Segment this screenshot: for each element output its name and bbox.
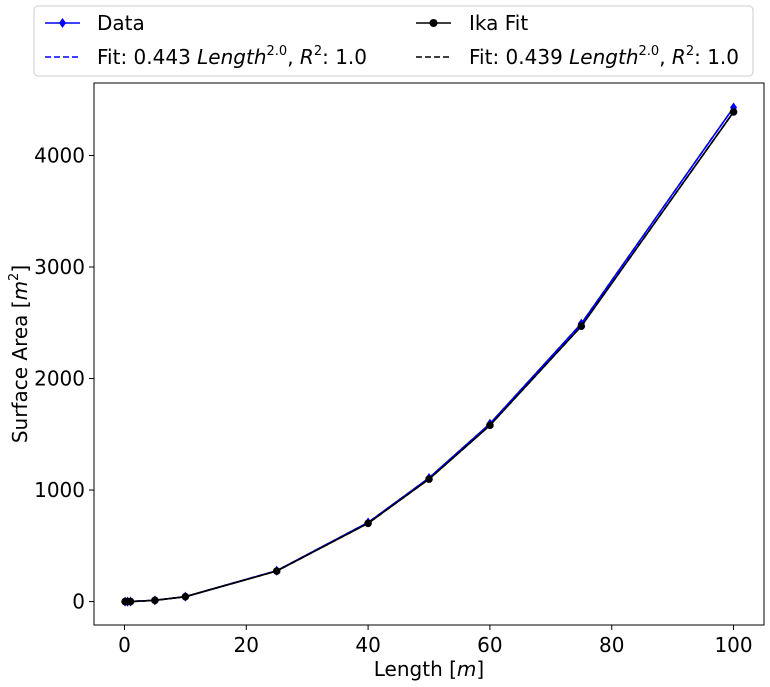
legend-ika-label: Ika Fit: [469, 11, 528, 35]
y-axis-ticks: 0 1000 2000 3000 4000: [34, 143, 94, 614]
x-tick-label: 80: [599, 633, 624, 657]
legend-data-marker: [59, 18, 66, 28]
x-tick-label: 40: [355, 633, 380, 657]
legend-ika-marker: [429, 19, 438, 27]
x-axis-title: Length [m]: [374, 657, 484, 681]
legend-fit-blue-label: Fit: 0.443 Length2.0, R2: 1.0: [97, 44, 367, 69]
legend-frame: [33, 5, 754, 77]
y-tick-label: 2000: [34, 367, 85, 391]
x-axis-ticks: 0 20 40 60 80 100: [118, 625, 753, 657]
legend-fit-black-label: Fit: 0.439 Length2.0, R2: 1.0: [469, 44, 739, 69]
legend: Data Ika Fit Fit: 0.443 Length2.0, R2: 1…: [33, 5, 754, 77]
legend-data-label: Data: [97, 11, 145, 35]
x-tick-label: 0: [118, 633, 131, 657]
series-line-3: [125, 111, 735, 603]
data-point-circle: [729, 108, 738, 116]
y-axis-title: Surface Area [m2]: [7, 265, 32, 443]
y-tick-label: 4000: [34, 143, 85, 167]
y-tick-label: 3000: [34, 255, 85, 279]
data-point-circle: [181, 592, 190, 601]
x-tick-label: 60: [477, 633, 502, 657]
series-line-0: [125, 107, 735, 603]
series-layer: [121, 102, 738, 607]
plot-frame: [93, 82, 765, 626]
x-tick-label: 100: [714, 633, 752, 657]
series-line-2: [125, 111, 735, 603]
x-tick-label: 20: [234, 633, 259, 657]
series-line-1: [125, 107, 735, 603]
y-tick-label: 0: [72, 590, 85, 614]
y-tick-label: 1000: [34, 478, 85, 502]
